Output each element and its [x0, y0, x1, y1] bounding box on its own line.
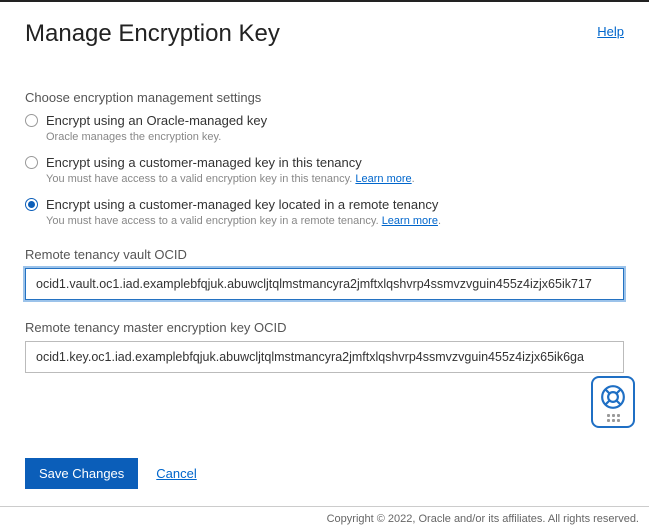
- option-body: Encrypt using a customer-managed key in …: [46, 155, 624, 185]
- section-label: Choose encryption management settings: [25, 90, 624, 105]
- vault-ocid-field-group: Remote tenancy vault OCID: [25, 247, 624, 300]
- option-body: Encrypt using an Oracle-managed key Orac…: [46, 113, 624, 143]
- key-ocid-input[interactable]: [25, 341, 624, 373]
- option-label[interactable]: Encrypt using a customer-managed key in …: [46, 155, 624, 170]
- encryption-options: Encrypt using an Oracle-managed key Orac…: [25, 113, 624, 227]
- option-oracle-managed[interactable]: Encrypt using an Oracle-managed key Orac…: [25, 113, 624, 143]
- vault-ocid-label: Remote tenancy vault OCID: [25, 247, 624, 262]
- help-widget[interactable]: [591, 376, 635, 428]
- cancel-link[interactable]: Cancel: [156, 466, 196, 481]
- vault-ocid-input[interactable]: [25, 268, 624, 300]
- footer-actions: Save Changes Cancel: [25, 458, 197, 489]
- copyright: Copyright © 2022, Oracle and/or its affi…: [0, 506, 649, 531]
- hint-text: You must have access to a valid encrypti…: [46, 215, 382, 227]
- learn-more-link[interactable]: Learn more: [355, 173, 411, 185]
- option-label[interactable]: Encrypt using a customer-managed key loc…: [46, 197, 624, 212]
- option-body: Encrypt using a customer-managed key loc…: [46, 197, 624, 227]
- dialog-header: Manage Encryption Key Help: [25, 20, 624, 48]
- lifebuoy-icon: [600, 384, 626, 410]
- option-hint: Oracle manages the encryption key.: [46, 131, 624, 143]
- option-customer-remote[interactable]: Encrypt using a customer-managed key loc…: [25, 197, 624, 227]
- drag-handle-icon[interactable]: [607, 414, 620, 422]
- option-customer-local[interactable]: Encrypt using a customer-managed key in …: [25, 155, 624, 185]
- save-button[interactable]: Save Changes: [25, 458, 138, 489]
- option-hint: You must have access to a valid encrypti…: [46, 215, 624, 227]
- key-ocid-field-group: Remote tenancy master encryption key OCI…: [25, 320, 624, 373]
- hint-text: You must have access to a valid encrypti…: [46, 173, 355, 185]
- learn-more-link[interactable]: Learn more: [382, 215, 438, 227]
- radio-icon[interactable]: [25, 198, 38, 211]
- option-hint: You must have access to a valid encrypti…: [46, 173, 624, 185]
- radio-icon[interactable]: [25, 114, 38, 127]
- radio-icon[interactable]: [25, 156, 38, 169]
- key-ocid-label: Remote tenancy master encryption key OCI…: [25, 320, 624, 335]
- page-title: Manage Encryption Key: [25, 20, 280, 48]
- option-label[interactable]: Encrypt using an Oracle-managed key: [46, 113, 624, 128]
- help-link[interactable]: Help: [597, 24, 624, 39]
